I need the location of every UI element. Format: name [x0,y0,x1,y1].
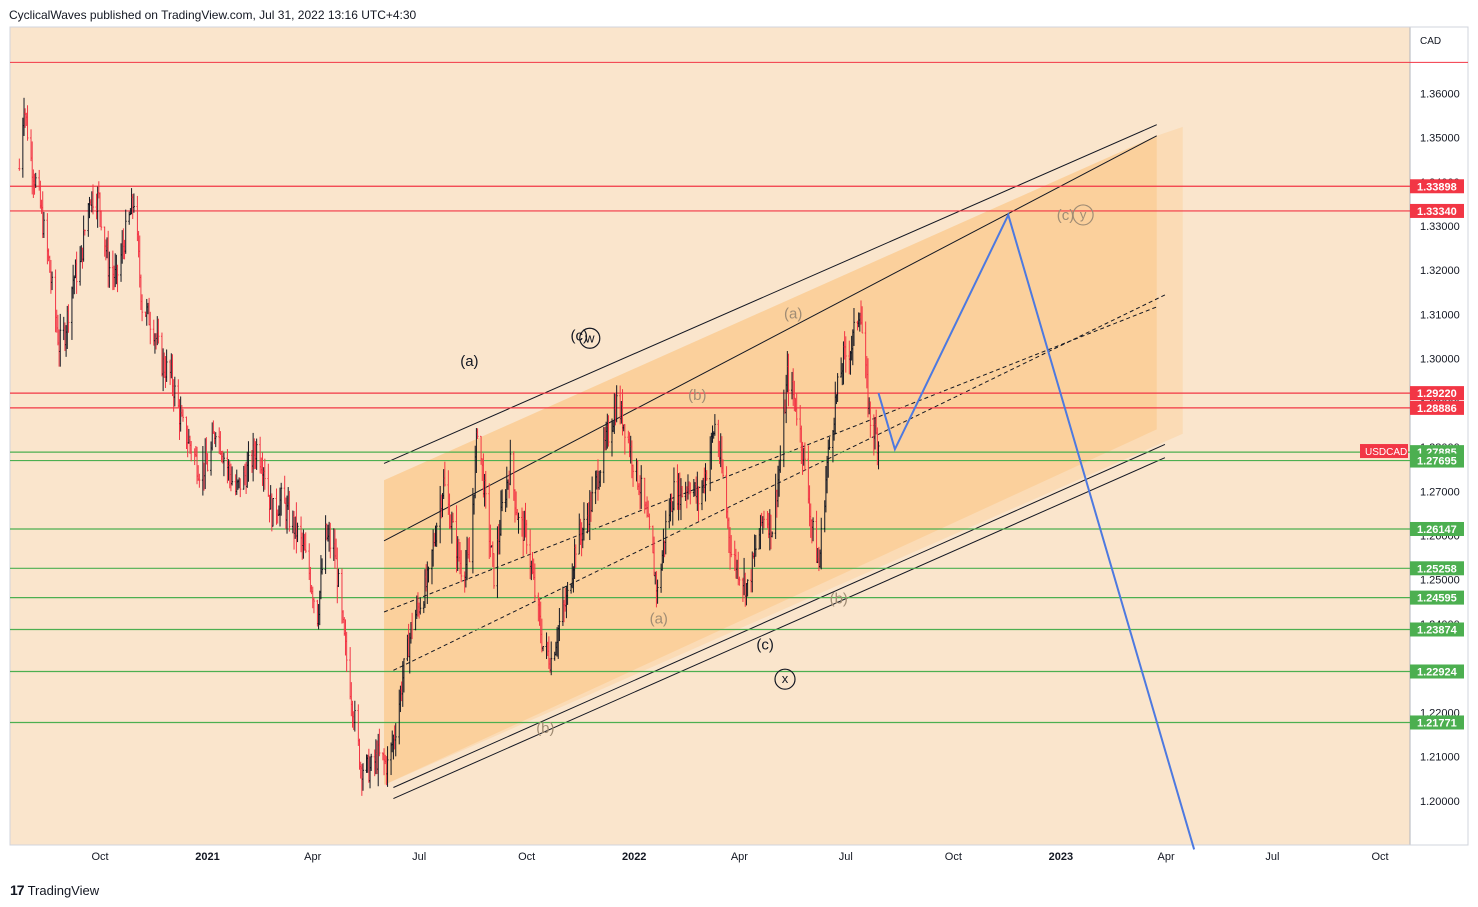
wave-label: (b) [688,387,706,404]
x-tick-label: Apr [1158,851,1175,863]
x-tick-label: Oct [1371,851,1388,863]
resistance-price-tag-bg [1410,386,1464,401]
symbol-tag: USDCAD [1365,447,1407,458]
y-tick-label: 1.32000 [1420,265,1460,277]
y-tick-label: 1.21000 [1420,752,1460,764]
wave-projection-path [877,212,1196,850]
resistance-price-tag: 1.33340 [1417,206,1457,218]
currency-label: CAD [1420,36,1441,47]
wave-label: (c) [756,637,774,654]
tradingview-branding: 17 TradingView [10,880,99,900]
symbol-tag-bg [1360,444,1408,459]
y-tick-label: 1.35000 [1420,133,1460,145]
y-tick-label: 1.30000 [1420,354,1460,366]
wave-label: (a) [650,611,668,628]
y-tick-label: 1.20000 [1420,796,1460,808]
wave-label: x [782,671,789,686]
resistance-price-tag: 1.28886 [1417,403,1457,415]
x-tick-label: Oct [518,851,535,863]
support-price-tag: 1.26147 [1417,524,1457,536]
resistance-price-tag: 1.29220 [1417,388,1457,400]
x-tick-label: 2022 [622,851,646,863]
x-tick-label: Jul [1265,851,1279,863]
support-price-tag-bg [1410,715,1464,730]
support-price-tag: 1.24595 [1417,593,1457,605]
wave-label-circle [1072,204,1094,226]
tradingview-brand-label: TradingView [27,882,100,898]
resistance-price-tag: 1.33898 [1417,181,1457,193]
channel-upper-line [383,124,1157,464]
support-price-tag: 1.21771 [1417,717,1457,729]
y-tick-label: 1.27000 [1420,486,1460,498]
wave-label-circle [579,327,601,349]
channel-lower-inner-line [393,443,1166,788]
x-tick-label: 2023 [1049,851,1073,863]
y-tick-label: 1.36000 [1420,88,1460,100]
wave-label: (a) [460,353,478,370]
resistance-price-tag-bg [1410,400,1464,415]
support-price-tag: 1.23874 [1417,624,1458,636]
y-tick-label: 1.33000 [1420,221,1460,233]
wave-label: (a) [784,306,802,323]
y-tick-label: 1.31000 [1420,309,1460,321]
x-tick-label: Jul [839,851,853,863]
x-tick-label: 2021 [195,851,219,863]
support-price-tag: 1.27695 [1417,456,1457,468]
support-price-tag-bg [1410,561,1464,576]
wave-label: (c) [1057,207,1075,224]
wave-label: y [1080,207,1087,222]
publish-info: CyclicalWaves published on TradingView.c… [9,8,417,22]
chart-frame [9,26,1469,846]
tradingview-logo-icon: 17 [10,882,25,898]
x-tick-label: Oct [945,851,962,863]
support-price-tag-bg [1410,664,1464,679]
support-price-tag-bg [1410,590,1464,605]
resistance-price-tag-bg [1410,179,1464,194]
x-tick-label: Jul [412,851,426,863]
wave-label: (b) [830,591,848,608]
price-scale-background [1410,27,1468,845]
support-price-tag: 1.25258 [1417,563,1457,575]
wave-label: (c) [571,328,589,345]
channel-lower-line [393,457,1166,800]
wave-label: w [584,330,595,345]
support-price-tag-bg [1410,521,1464,536]
support-price-tag: 1.22924 [1417,666,1458,678]
x-tick-label: Apr [731,851,748,863]
x-tick-label: Apr [304,851,321,863]
resistance-price-tag-bg [1410,203,1464,218]
support-price-tag-bg [1410,453,1464,468]
y-tick-label: 1.25000 [1420,575,1460,587]
channel-upper-inner-line [383,135,1157,542]
wave-label-circle [774,668,796,690]
x-tick-label: Oct [91,851,108,863]
channel-mid-dashed-line [383,306,1157,613]
support-price-tag-bg [1410,622,1464,637]
wave-label: (b) [536,720,554,737]
